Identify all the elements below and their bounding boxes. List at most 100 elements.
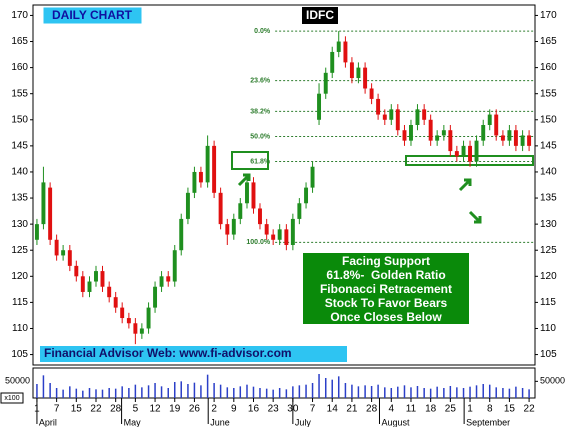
note-box [301, 251, 471, 326]
volume-bar [101, 389, 104, 398]
y-tick-label: 130 [11, 219, 28, 230]
volume-bar [515, 386, 517, 398]
y-tick-label: 135 [11, 193, 28, 204]
volume-bar [384, 387, 386, 398]
volume-bar [259, 388, 261, 398]
x-tick-label: 23 [268, 404, 280, 415]
volume-bar [397, 386, 399, 398]
candle-body [461, 145, 466, 157]
arrow-up [237, 173, 251, 187]
volume-bar [121, 386, 123, 398]
note-line: Once Closes Below [330, 310, 442, 324]
x-tick-label: 15 [504, 404, 516, 415]
volume-bar [42, 375, 45, 398]
volume-bar [390, 388, 393, 398]
volume-bar [88, 388, 91, 398]
volume-bar [167, 388, 169, 398]
volume-bar [141, 387, 143, 398]
candle-body [54, 239, 59, 256]
candle-body [297, 203, 302, 219]
y-tick-label: 150 [540, 114, 557, 125]
volume-bar [219, 384, 222, 398]
y-tick-label: 105 [540, 349, 557, 360]
volume-bar [298, 385, 301, 398]
volume-bar [272, 389, 274, 398]
volume-bar [82, 390, 84, 398]
candle-body [428, 119, 433, 141]
y-tick-label: 170 [11, 10, 28, 21]
volume-bar [95, 389, 97, 398]
volume-bar [456, 387, 458, 398]
volume-bar [311, 383, 314, 398]
volume-bar [429, 388, 432, 398]
y-tick-label: 165 [11, 36, 28, 47]
x-tick-label: 18 [425, 404, 437, 415]
candle-body [34, 224, 39, 240]
volume-bar [449, 386, 452, 398]
volume-bar [318, 374, 320, 398]
note-line: Fibonacci Retracement [320, 282, 452, 296]
volume-bar [495, 387, 497, 398]
x-tick-label: 19 [169, 404, 181, 415]
candle-body [376, 98, 381, 115]
volume-bar [160, 386, 163, 398]
candle-body [218, 192, 223, 225]
candle-body [185, 192, 190, 219]
y-tick-label: 110 [12, 323, 28, 334]
candle-body [277, 229, 282, 240]
candle-body [87, 281, 92, 292]
volume-bar [278, 388, 281, 398]
x-tick-label: 25 [445, 404, 457, 415]
volume-bar [193, 382, 196, 398]
y-tick-label: 110 [540, 323, 556, 334]
candle-body [356, 67, 361, 79]
volume-bar [351, 384, 353, 398]
x-tick-label: 1 [467, 404, 473, 415]
candle-body [67, 250, 72, 266]
y-tick-label: 165 [540, 36, 557, 47]
candle-body [166, 276, 171, 282]
candle-body [205, 145, 210, 183]
volume-bar [331, 379, 333, 398]
candle-body [159, 276, 164, 287]
candle-body [179, 218, 184, 251]
y-tick-label: 125 [540, 245, 557, 256]
candle-body [395, 109, 400, 131]
volume-bar [75, 388, 78, 398]
candle-body [212, 145, 217, 193]
volume-bar [344, 383, 347, 398]
volume-bar [403, 385, 406, 398]
volume-bar [134, 384, 137, 398]
candle-body [245, 182, 249, 204]
month-label: July [295, 417, 312, 427]
volume-bar [482, 384, 484, 398]
volume-bar [443, 388, 445, 398]
note-line: 61.8%- Golden Ratio [326, 268, 445, 282]
candle-body [94, 271, 98, 282]
volume-bar [410, 387, 412, 398]
x-tick-label: 21 [346, 404, 358, 415]
candle-body [284, 229, 289, 245]
candle-body [317, 93, 322, 120]
y-tick-label: 155 [540, 88, 557, 99]
candle-body [126, 318, 131, 324]
subtitle: DAILY CHART [52, 8, 133, 22]
candle-body [153, 286, 158, 308]
candle-body [435, 135, 440, 141]
y-tick-label: 130 [540, 219, 557, 230]
month-label: June [210, 417, 230, 427]
fib-label: 100.0% [246, 239, 271, 246]
candle-body [258, 208, 262, 225]
candle-body [487, 114, 492, 125]
volume-bar [436, 386, 438, 398]
candle-body [264, 224, 269, 235]
candle-body [369, 88, 374, 99]
volume-bar [246, 384, 248, 398]
fib-label: 50.0% [250, 133, 271, 140]
fib-label: 23.6% [250, 77, 271, 84]
volume-bar [154, 383, 156, 398]
candle-body [382, 114, 387, 120]
candle-body [48, 187, 53, 240]
x-tick-label: 28 [366, 404, 378, 415]
